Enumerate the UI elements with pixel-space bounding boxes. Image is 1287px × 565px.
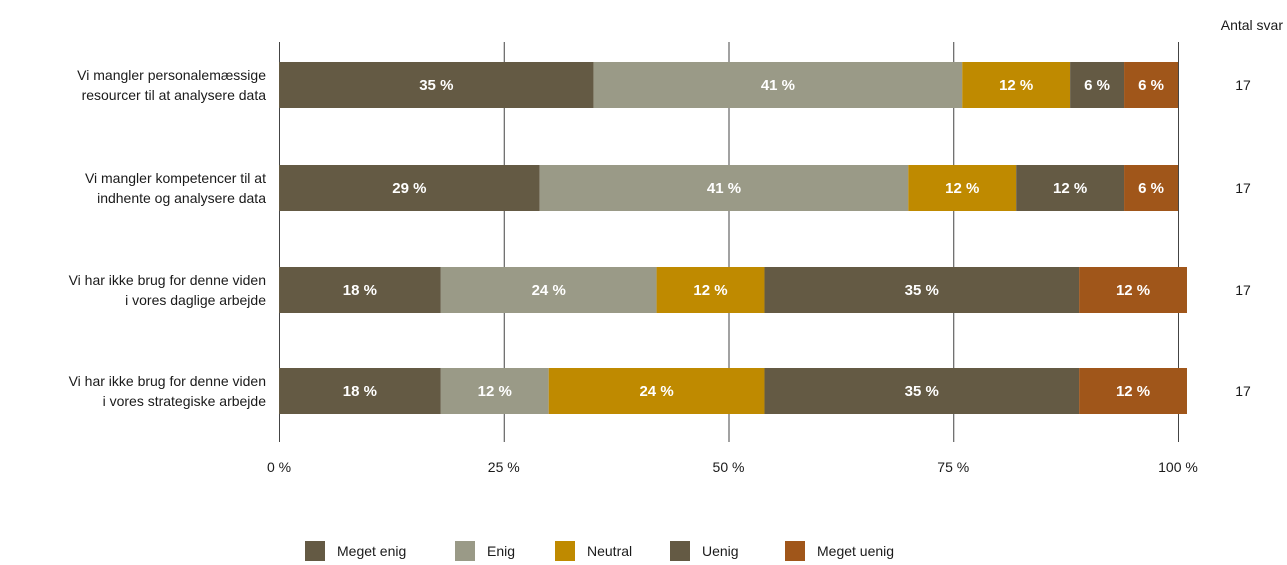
bar-segment-row3-meget-uenig [1079, 267, 1187, 313]
bar-value-label: 35 % [905, 282, 939, 299]
bar-value-label: 18 % [343, 383, 377, 400]
bar-value-label: 12 % [693, 282, 727, 299]
bar-value-label: 24 % [532, 282, 566, 299]
bar-value-label: 12 % [999, 77, 1033, 94]
response-count: 17 [1235, 180, 1251, 196]
x-tick-label: 0 % [267, 459, 291, 475]
bar-value-label: 35 % [419, 77, 453, 94]
bar-segment-row3-uenig [764, 267, 1080, 313]
response-count: 17 [1235, 77, 1251, 93]
bar-segment-row1-meget-uenig [1124, 62, 1178, 108]
bar-value-label: 12 % [945, 180, 979, 197]
bar-segment-row2-meget-uenig [1124, 165, 1178, 211]
category-label: Vi mangler personalemæssige resourcer til… [77, 67, 266, 103]
bar-segment-row2-uenig [1016, 165, 1125, 211]
response-count: 17 [1235, 383, 1251, 399]
legend-swatch [455, 541, 475, 561]
bar-value-label: 6 % [1138, 180, 1164, 197]
bar-segment-row3-enig [440, 267, 657, 313]
category-label: Vi mangler kompetencer til at indhente og… [85, 170, 266, 206]
bar-segment-row2-neutral [908, 165, 1017, 211]
bar-segment-row1-enig [593, 62, 963, 108]
bar-value-label: 18 % [343, 282, 377, 299]
bar-value-label: 12 % [1116, 282, 1150, 299]
bar-segment-row4-enig [440, 368, 549, 414]
bar-segment-row4-uenig [764, 368, 1080, 414]
category-label: Vi har ikke brug for denne viden i vores … [69, 373, 267, 409]
legend-label: Uenig [702, 543, 739, 559]
bar-segment-row4-meget-uenig [1079, 368, 1187, 414]
count-header: Antal svar [1221, 17, 1284, 33]
bar-value-label: 29 % [392, 180, 426, 197]
bar-segment-row3-meget-enig [279, 267, 441, 313]
bar-segment-row4-neutral [548, 368, 765, 414]
bar-segment-row1-uenig [1070, 62, 1125, 108]
legend-label: Enig [487, 543, 515, 559]
bar-value-label: 24 % [639, 383, 673, 400]
bar-segment-row2-meget-enig [279, 165, 540, 211]
legend-swatch [305, 541, 325, 561]
bar-value-label: 12 % [1116, 383, 1150, 400]
legend-swatch [555, 541, 575, 561]
bar-segment-row2-enig [539, 165, 909, 211]
bar-segment-row1-neutral [962, 62, 1071, 108]
legend-swatch [670, 541, 690, 561]
bar-value-label: 6 % [1084, 77, 1110, 94]
x-tick-label: 100 % [1158, 459, 1198, 475]
bar-value-label: 35 % [905, 383, 939, 400]
legend-label: Neutral [587, 543, 632, 559]
bar-segment-row1-meget-enig [279, 62, 594, 108]
bar-value-label: 41 % [707, 180, 741, 197]
legend-swatch [785, 541, 805, 561]
bar-value-label: 12 % [478, 383, 512, 400]
x-tick-label: 50 % [713, 459, 745, 475]
bar-segment-row3-neutral [656, 267, 765, 313]
category-label: Vi har ikke brug for denne viden i vores … [69, 272, 267, 308]
response-count: 17 [1235, 282, 1251, 298]
bar-value-label: 6 % [1138, 77, 1164, 94]
x-tick-label: 25 % [488, 459, 520, 475]
x-tick-label: 75 % [937, 459, 969, 475]
bar-value-label: 12 % [1053, 180, 1087, 197]
legend-label: Meget uenig [817, 543, 894, 559]
legend-label: Meget enig [337, 543, 406, 559]
bar-segment-row4-meget-enig [279, 368, 441, 414]
bar-value-label: 41 % [761, 77, 795, 94]
